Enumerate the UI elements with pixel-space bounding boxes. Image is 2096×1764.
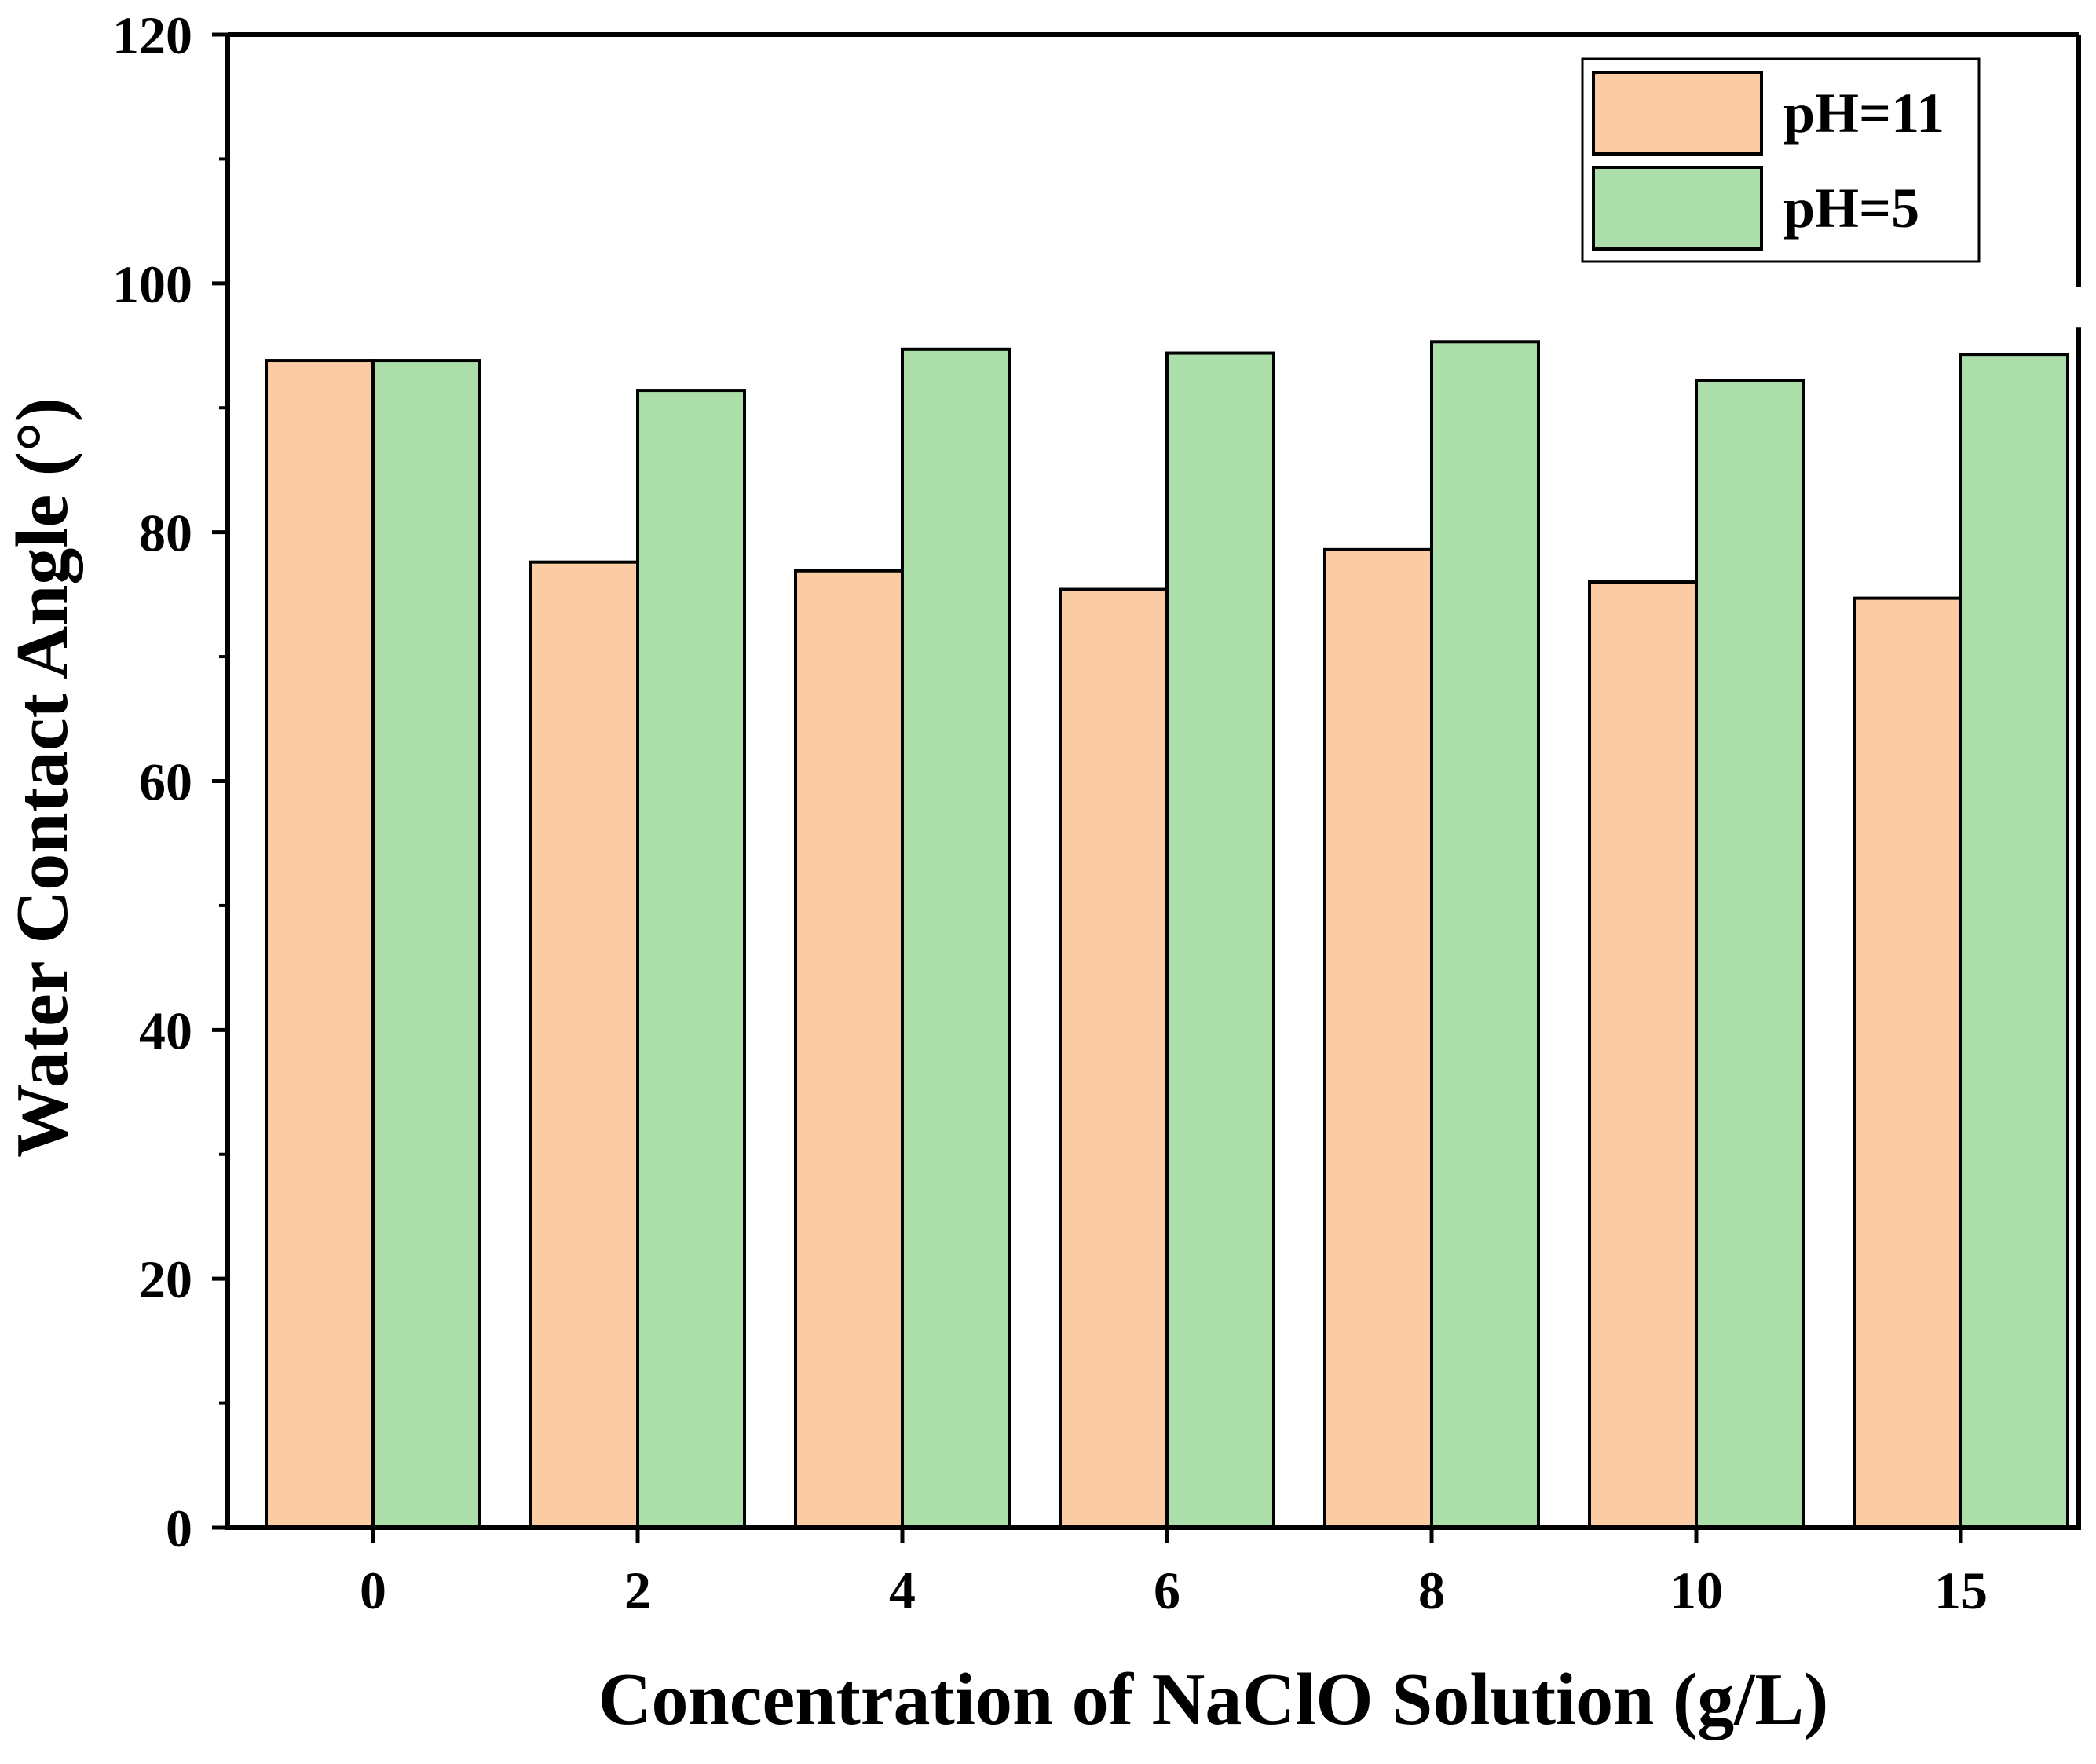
bar-ph5-10 bbox=[1695, 379, 1805, 1530]
legend-swatch-ph5 bbox=[1592, 166, 1763, 251]
y-tick-label-40: 40 bbox=[139, 1001, 192, 1060]
y-tick-label-60: 60 bbox=[139, 752, 192, 812]
bar-ph5-6 bbox=[1165, 351, 1275, 1530]
y-tick-label-0: 0 bbox=[166, 1499, 192, 1558]
x-tick-label-2: 2 bbox=[624, 1561, 651, 1620]
y-tick-label-120: 120 bbox=[112, 5, 192, 65]
bar-ph11-15 bbox=[1853, 596, 1962, 1530]
legend-swatch-ph11 bbox=[1592, 71, 1763, 156]
y-tick-label-20: 20 bbox=[139, 1250, 192, 1309]
x-tick-label-15: 15 bbox=[1934, 1561, 1988, 1620]
ticks-layer: 0 2 4 6 8 10 15 0 20 40 60 80 100 120 bbox=[112, 5, 1988, 1620]
bars-layer bbox=[265, 340, 2069, 1530]
x-tick-label-6: 6 bbox=[1154, 1561, 1180, 1620]
bar-ph11-0 bbox=[265, 359, 375, 1530]
bar-ph5-0 bbox=[371, 359, 481, 1530]
bar-ph5-8 bbox=[1430, 340, 1540, 1529]
y-tick-label-80: 80 bbox=[139, 503, 192, 563]
bar-ph5-2 bbox=[636, 389, 746, 1529]
bar-ph11-10 bbox=[1588, 580, 1698, 1529]
bar-ph5-4 bbox=[901, 347, 1011, 1529]
x-tick-label-8: 8 bbox=[1418, 1561, 1445, 1620]
x-tick-label-10: 10 bbox=[1670, 1561, 1723, 1620]
x-axis-title: Concentration of NaClO Solution (g/L) bbox=[598, 1659, 1829, 1740]
bar-ph11-6 bbox=[1059, 587, 1169, 1529]
x-tick-label-4: 4 bbox=[889, 1561, 916, 1620]
y-tick-label-100: 100 bbox=[112, 254, 192, 314]
x-tick-label-0: 0 bbox=[360, 1561, 386, 1620]
bar-ph11-4 bbox=[794, 569, 904, 1529]
legend: pH=11 pH=5 bbox=[1581, 57, 1981, 263]
y-axis-title: Water Contact Angle (°) bbox=[2, 397, 83, 1158]
bar-ph11-2 bbox=[529, 560, 639, 1529]
bar-ph11-8 bbox=[1323, 547, 1433, 1529]
legend-label-ph5: pH=5 bbox=[1783, 177, 1919, 240]
legend-label-ph11: pH=11 bbox=[1783, 82, 1944, 145]
bar-ph5-15 bbox=[1959, 353, 2069, 1529]
